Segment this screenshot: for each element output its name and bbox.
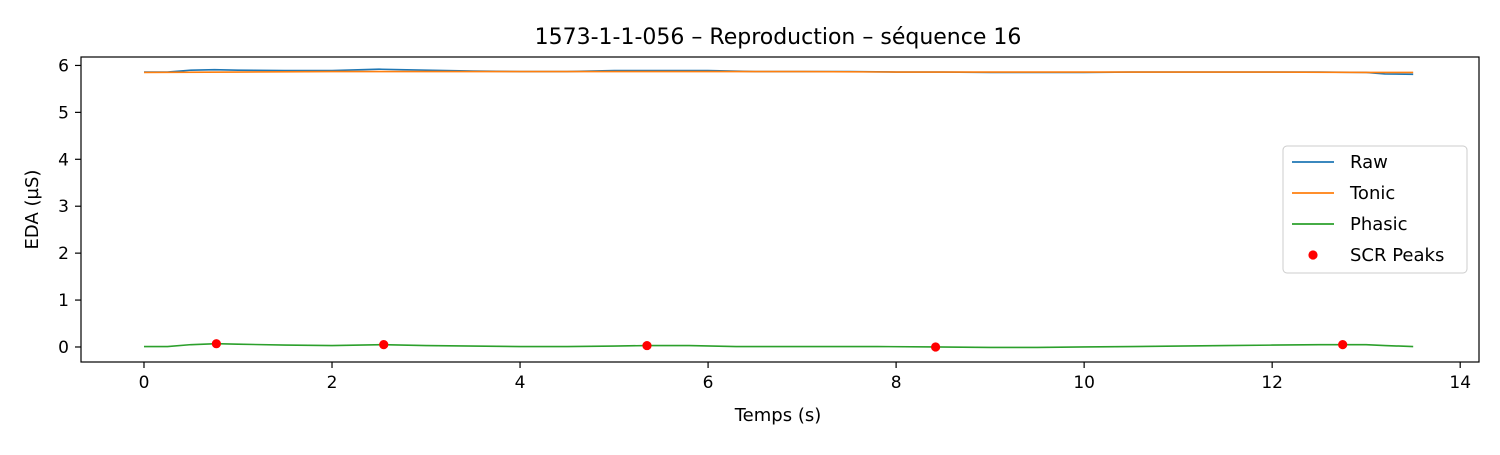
x-axis: 0 2 4 6 8 10 12 14 [139, 362, 1471, 393]
y-tick-label: 3 [58, 197, 69, 217]
y-tick-label: 1 [58, 291, 69, 311]
x-tick-label: 2 [327, 373, 338, 393]
x-axis-label: Temps (s) [734, 405, 822, 426]
chart-title: 1573-1-1-056 – Reproduction – séquence 1… [535, 25, 1022, 50]
y-axis: 0 1 2 3 4 5 6 [58, 56, 81, 358]
scr-peak-point [930, 342, 941, 352]
scr-peak-point [379, 340, 389, 350]
x-tick-label: 8 [891, 373, 902, 393]
legend-scr-peaks-swatch [1308, 250, 1318, 260]
x-tick-label: 6 [703, 373, 714, 393]
y-tick-label: 0 [58, 338, 69, 358]
x-tick-label: 10 [1073, 373, 1095, 393]
y-tick-label: 5 [58, 103, 69, 123]
x-tick-label: 14 [1449, 373, 1471, 393]
plot-area-series [143, 68, 1414, 352]
scr-peak-point [1338, 340, 1348, 350]
x-tick-label: 12 [1261, 373, 1283, 393]
y-axis-label: EDA (µS) [22, 170, 43, 250]
legend-scr-peaks-label: SCR Peaks [1350, 245, 1444, 266]
axes-frame [80, 56, 1480, 363]
legend: Raw Tonic Phasic SCR Peaks [1282, 145, 1468, 274]
y-tick-label: 6 [58, 56, 69, 76]
legend-phasic-label: Phasic [1350, 214, 1408, 235]
phasic-series-line [143, 342, 1414, 349]
x-tick-label: 4 [515, 373, 526, 393]
legend-tonic-label: Tonic [1349, 183, 1395, 204]
legend-box [1282, 145, 1468, 274]
scr-peak-point [642, 340, 652, 351]
tonic-series-line [143, 70, 1414, 74]
scr-peak-point [211, 339, 221, 349]
y-tick-label: 2 [58, 244, 69, 264]
y-tick-label: 4 [58, 150, 69, 170]
legend-raw-label: Raw [1350, 152, 1388, 173]
x-tick-label: 0 [139, 373, 150, 393]
